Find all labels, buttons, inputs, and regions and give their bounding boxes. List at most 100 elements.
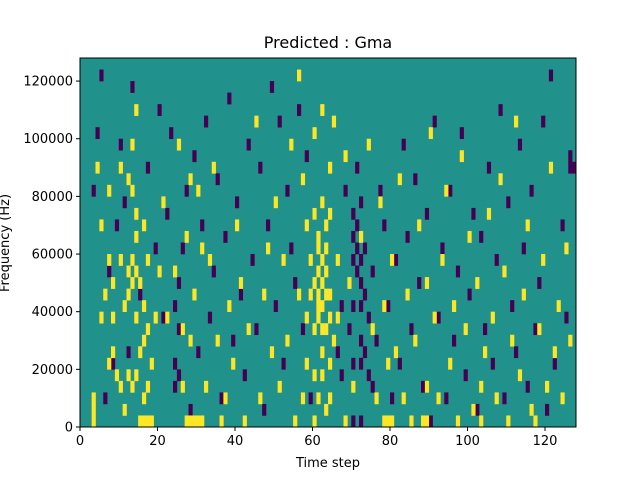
- heatmap-cell-low: [184, 184, 189, 197]
- heatmap-cell-low: [432, 115, 437, 128]
- heatmap-cell-low: [297, 104, 302, 116]
- heatmap-cell-high: [126, 265, 131, 278]
- heatmap-cell-high: [521, 288, 526, 301]
- heatmap-cell-low: [359, 300, 364, 312]
- heatmap-cell-high: [324, 242, 329, 255]
- heatmap-cell-high: [413, 334, 418, 347]
- heatmap-cell-low: [390, 392, 395, 405]
- heatmap-cell-low: [95, 127, 100, 140]
- heatmap-cell-high: [227, 300, 232, 312]
- heatmap-cell-high: [231, 357, 236, 370]
- heatmap-cell-high: [196, 184, 201, 197]
- heatmap-cell-high: [320, 323, 325, 336]
- heatmap-cell-high: [138, 346, 143, 359]
- heatmap-cell-high: [328, 161, 333, 174]
- y-tick-label: 100000: [23, 132, 73, 147]
- heatmap-cell-high: [436, 392, 441, 405]
- heatmap-cell-high: [343, 150, 348, 163]
- heatmap-cell-high: [328, 392, 333, 405]
- heatmap-cell-low: [215, 173, 220, 186]
- heatmap-cell-high: [324, 403, 329, 416]
- heatmap-cell-high: [308, 288, 313, 301]
- heatmap-cell-high: [200, 415, 205, 428]
- heatmap-cell-high: [328, 288, 333, 301]
- heatmap-cell-high: [293, 415, 298, 428]
- heatmap-cell-low: [564, 311, 569, 324]
- heatmap-cell-high: [328, 357, 333, 370]
- heatmap-cell-high: [533, 415, 538, 428]
- heatmap-cell-low: [258, 161, 263, 174]
- heatmap-cell-high: [297, 69, 302, 82]
- heatmap-cell-low: [238, 288, 244, 301]
- heatmap-cell-high: [269, 346, 275, 359]
- heatmap-cell-low: [293, 277, 298, 289]
- heatmap-cell-high: [324, 288, 329, 301]
- heatmap-cell-high: [316, 265, 321, 278]
- heatmap-cell-low: [173, 357, 178, 370]
- heatmap-cell-low: [176, 369, 182, 382]
- heatmap-cell-high: [312, 369, 317, 382]
- heatmap-cell-low: [486, 161, 492, 174]
- heatmap-cell-high: [111, 346, 116, 359]
- heatmap-cell-high: [304, 311, 309, 324]
- heatmap-cell-high: [401, 392, 406, 405]
- heatmap-cell-low: [242, 369, 247, 382]
- heatmap-cell-high: [320, 254, 325, 266]
- heatmap-cell-high: [312, 323, 317, 336]
- heatmap-cell-high: [374, 392, 379, 405]
- heatmap-cell-high: [552, 346, 557, 359]
- heatmap-cell-high: [471, 403, 476, 416]
- x-tick-label: 60: [304, 434, 321, 449]
- x-axis-label: Time step: [295, 456, 360, 471]
- heatmap-cell-high: [331, 115, 337, 128]
- heatmap-cell-low: [537, 277, 542, 289]
- heatmap-cell-low: [200, 219, 205, 232]
- heatmap-cell-high: [149, 357, 154, 370]
- heatmap-cell-high: [316, 392, 321, 405]
- heatmap-cell-low: [114, 219, 120, 232]
- heatmap-cell-high: [118, 254, 123, 266]
- heatmap-cell-low: [359, 254, 364, 266]
- heatmap-cell-low: [424, 207, 430, 220]
- heatmap-cell-low: [370, 380, 375, 393]
- heatmap-cell-high: [475, 277, 480, 289]
- heatmap-cell-high: [432, 311, 437, 324]
- heatmap-cell-low: [235, 196, 240, 209]
- heatmap-cell-low: [351, 230, 356, 243]
- heatmap-cell-low: [355, 242, 360, 255]
- heatmap-cell-high: [138, 277, 143, 289]
- heatmap-cell-low: [401, 138, 406, 151]
- heatmap-cell-high: [130, 184, 135, 197]
- heatmap-cell-low: [246, 138, 251, 151]
- heatmap-cell-low: [572, 161, 577, 174]
- heatmap-cell-low: [130, 81, 135, 93]
- heatmap-cell-low: [227, 92, 232, 105]
- heatmap-cell-high: [114, 369, 120, 382]
- heatmap-cell-high: [417, 219, 422, 232]
- heatmap-cell-high: [142, 415, 147, 428]
- heatmap-cell-low: [173, 380, 178, 393]
- heatmap-cell-high: [328, 207, 333, 220]
- heatmap-cell-high: [266, 242, 271, 255]
- heatmap-cell-low: [413, 173, 418, 186]
- heatmap-cell-high: [510, 334, 515, 347]
- heatmap-cell-high: [246, 323, 251, 336]
- heatmap-cell-low: [204, 115, 209, 128]
- heatmap-cell-high: [502, 265, 507, 278]
- heatmap-cell-low: [343, 184, 348, 197]
- heatmap-cell-high: [312, 415, 317, 428]
- heatmap-cell-high: [91, 392, 96, 405]
- heatmap-cell-high: [486, 207, 492, 220]
- heatmap-cell-high: [134, 311, 139, 324]
- heatmap-cell-low: [370, 265, 375, 278]
- heatmap-cell-high: [91, 415, 96, 428]
- heatmap-cell-low: [211, 265, 216, 278]
- heatmap-cell-high: [122, 403, 127, 416]
- heatmap-cell-low: [266, 219, 271, 232]
- heatmap-cell-low: [308, 392, 313, 405]
- heatmap-cell-high: [223, 392, 228, 405]
- heatmap-cell-high: [312, 127, 317, 140]
- heatmap-cell-low: [517, 138, 523, 151]
- heatmap-cell-low: [118, 138, 123, 151]
- heatmap-cell-low: [289, 242, 294, 255]
